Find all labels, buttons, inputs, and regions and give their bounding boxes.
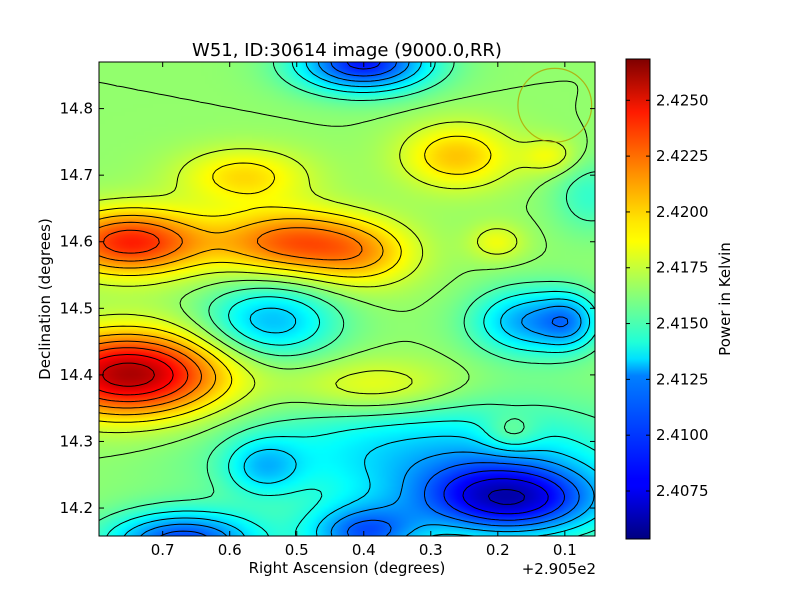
colorbar-tick-label: 2.4125 xyxy=(656,370,709,388)
y-tick-label: 14.3 xyxy=(60,432,93,450)
y-axis: 14.2 14.3 14.4 14.5 14.6 14.7 14.8 xyxy=(60,100,595,517)
contour-line xyxy=(123,62,595,536)
colorbar xyxy=(625,58,651,540)
x-tick-label: 0.5 xyxy=(285,541,309,559)
y-axis-label: Declination (degrees) xyxy=(36,218,54,380)
x-axis-offset: +2.905e2 xyxy=(522,560,596,578)
contour-line xyxy=(99,229,189,403)
x-tick-label: 0.4 xyxy=(352,541,376,559)
contour-line xyxy=(99,121,567,434)
x-tick-label: 0.6 xyxy=(218,541,242,559)
x-axis-label: Right Ascension (degrees) xyxy=(249,559,446,577)
x-axis: 0.7 0.6 0.5 0.4 0.3 0.2 0.1 xyxy=(151,62,577,559)
colorbar-tick-label: 2.4075 xyxy=(656,482,709,500)
colorbar-tick-label: 2.4150 xyxy=(656,315,709,333)
y-tick-label: 14.6 xyxy=(60,233,93,251)
contour-line xyxy=(99,62,595,521)
x-tick-label: 0.3 xyxy=(419,541,443,559)
colorbar-tick-label: 2.4100 xyxy=(656,426,709,444)
colorbar-ticks: 2.4075 2.4100 2.4125 2.4150 2.4175 2.4200 2.42… xyxy=(626,91,709,500)
beam-circle xyxy=(517,67,593,143)
x-tick-label: 0.1 xyxy=(553,541,577,559)
contour-line xyxy=(462,478,549,515)
colorbar-tick-label: 2.4200 xyxy=(656,203,709,221)
colorbar-label: Power in Kelvin xyxy=(716,242,734,356)
contour-line xyxy=(99,80,588,459)
chart-title: W51, ID:30614 image (9000.0,RR) xyxy=(192,40,502,61)
y-tick-label: 14.7 xyxy=(60,166,93,184)
contour-line xyxy=(99,354,174,396)
y-tick-label: 14.4 xyxy=(60,366,93,384)
contour-line xyxy=(487,489,525,505)
colorbar-tick-label: 2.4225 xyxy=(656,147,709,165)
x-tick-label: 0.7 xyxy=(151,541,175,559)
contour-line xyxy=(99,214,384,416)
plot-frame xyxy=(98,61,596,537)
y-tick-label: 14.5 xyxy=(60,299,93,317)
y-tick-label: 14.2 xyxy=(60,499,93,517)
x-tick-label: 0.2 xyxy=(486,541,510,559)
contour-line xyxy=(106,62,595,536)
contour-line xyxy=(140,62,595,536)
y-tick-label: 14.8 xyxy=(60,100,93,118)
plot-area xyxy=(99,62,595,536)
contour-line xyxy=(99,135,492,423)
contour-lines xyxy=(99,62,595,536)
colorbar-tick-label: 2.4250 xyxy=(656,91,709,109)
colorbar-tick-label: 2.4175 xyxy=(656,259,709,277)
contour-line xyxy=(99,221,363,409)
contour-line xyxy=(102,362,155,387)
